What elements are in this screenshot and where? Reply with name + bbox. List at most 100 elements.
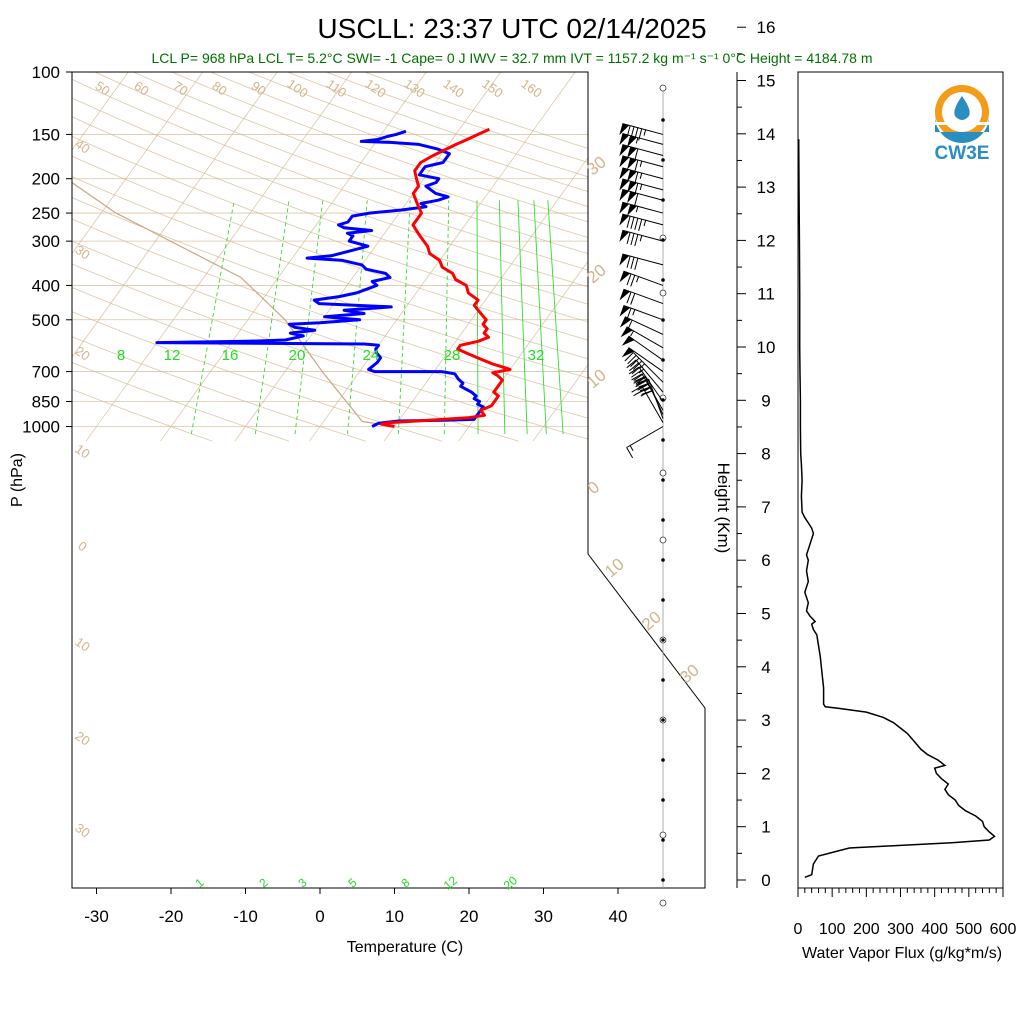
dry-adiabat-line xyxy=(135,72,705,442)
isotherm-label: 40 xyxy=(72,136,92,157)
height-tick-label: 5 xyxy=(761,605,770,624)
barb-level-dot xyxy=(661,558,665,562)
barb-level-dot xyxy=(661,638,665,642)
mixing-ratio-label: 16 xyxy=(222,347,239,364)
pressure-tick-label: 300 xyxy=(32,232,60,251)
wind-barb-pennant xyxy=(619,305,631,317)
wind-barb-half-flag xyxy=(636,276,640,283)
wind-barb-pennant xyxy=(627,169,637,182)
height-tick-label: 4 xyxy=(761,658,770,677)
dry-adiabat-label: 70 xyxy=(170,78,190,99)
temperature-tick-label: 10 xyxy=(385,907,404,926)
wind-barb-flag xyxy=(630,274,636,287)
barb-level-dot xyxy=(661,598,665,602)
height-tick-label: 9 xyxy=(761,391,770,410)
wind-barb-flag xyxy=(630,357,640,368)
pressure-axis-label: P (hPa) xyxy=(9,453,26,507)
barb-level-dot xyxy=(661,678,665,682)
pressure-tick-label: 200 xyxy=(32,170,60,189)
temperature-tick-label: -20 xyxy=(159,907,184,926)
mixing-ratio-label: 8 xyxy=(117,347,125,364)
mixing-ratio-line xyxy=(254,200,290,435)
mixing-ratio-line xyxy=(476,200,479,435)
wind-barb-flag xyxy=(634,159,639,172)
dry-adiabat-line xyxy=(72,72,290,442)
wind-barb-flag xyxy=(637,383,649,391)
wind-barb-flag xyxy=(633,373,644,381)
flux-tick-label: 100 xyxy=(819,921,846,938)
temperature-tick-label: -30 xyxy=(84,907,109,926)
height-tick-label: 15 xyxy=(757,72,776,91)
height-tick-label: 7 xyxy=(761,498,770,517)
isotherm-line xyxy=(72,72,141,442)
flux-frame xyxy=(797,71,1004,889)
wind-barb-staff xyxy=(626,426,664,448)
wind-barb-flag xyxy=(626,255,631,268)
barb-calm-marker xyxy=(659,831,667,839)
dry-adiabat-line xyxy=(72,72,705,442)
wind-barb-flag xyxy=(630,293,636,305)
drop-icon xyxy=(954,96,970,120)
height-tick-label: 3 xyxy=(761,711,770,730)
wind-barb-flag xyxy=(634,218,639,230)
wind-barb-pennant xyxy=(619,271,631,283)
mixing-ratio-label: 28 xyxy=(444,347,461,364)
dry-adiabat-line xyxy=(72,72,673,442)
dry-adiabat-label: 50 xyxy=(92,78,112,99)
wind-barb-half-flag xyxy=(630,330,634,337)
mixing-ratio-label: 12 xyxy=(441,873,460,893)
height-tick-label: 12 xyxy=(757,231,776,250)
isotherm-label: 30 xyxy=(72,820,92,841)
isotherm-label: 20 xyxy=(72,343,92,364)
flux-tick-label: 400 xyxy=(921,921,948,938)
pressure-tick-label: 100 xyxy=(32,63,60,82)
barb-level-dot xyxy=(661,278,665,282)
isotherm-label: 30 xyxy=(72,242,92,263)
barb-level-dot xyxy=(661,718,665,722)
height-tick-label: 8 xyxy=(761,445,770,464)
wind-barb-staff xyxy=(638,366,664,402)
dry-adiabat-line xyxy=(72,72,366,442)
isotherm-line xyxy=(160,72,439,442)
temperature-tick-label: 40 xyxy=(609,907,628,926)
wind-barb-flag xyxy=(638,128,643,141)
height-tick-label: 1 xyxy=(761,818,770,837)
pressure-tick-label: 1000 xyxy=(22,418,60,437)
wind-barb-flag xyxy=(626,215,631,228)
mixing-ratio-line xyxy=(547,200,564,435)
isotherm-line xyxy=(85,72,364,442)
wind-barb-pennant xyxy=(619,230,630,242)
height-tick-label: 11 xyxy=(757,285,775,304)
wind-barb-flag xyxy=(626,447,634,459)
wind-barb-half-flag xyxy=(643,220,647,227)
barb-calm-marker xyxy=(659,469,667,477)
mixing-ratio-line xyxy=(294,200,324,435)
wind-barb-flag xyxy=(633,376,645,384)
mixing-ratio-label: 32 xyxy=(528,347,545,364)
wind-barb-flag xyxy=(628,366,640,375)
stats-line: LCL P= 968 hPa LCL T= 5.2°C SWI= -1 Cape… xyxy=(151,50,872,66)
wind-barb-pennant xyxy=(627,157,637,170)
dry-adiabat-line xyxy=(72,72,705,442)
wind-barb-flag xyxy=(626,125,631,138)
wind-barb-half-flag xyxy=(640,363,645,369)
chart-title: USCLL: 23:37 UTC 02/14/2025 xyxy=(317,13,706,44)
wind-barb-half-flag xyxy=(635,206,639,213)
mixing-ratio-label: 24 xyxy=(363,347,380,364)
wind-barb-pennant xyxy=(621,347,635,358)
wind-barb-half-flag xyxy=(638,368,645,374)
pressure-tick-label: 150 xyxy=(32,125,60,144)
dry-adiabat-label: 110 xyxy=(324,76,350,100)
barb-level-dot xyxy=(661,798,665,802)
dry-adiabat-line xyxy=(72,72,705,442)
wind-barb-flag xyxy=(631,365,642,375)
cw3e-logo: CW3E xyxy=(935,85,989,164)
wind-barb-half-flag xyxy=(635,137,639,144)
temperature-tick-label: 30 xyxy=(534,907,553,926)
isotherm-label: 30 xyxy=(676,660,703,687)
height-tick-label: 2 xyxy=(761,764,770,783)
wind-barb-flag xyxy=(635,376,647,385)
wind-barb-half-flag xyxy=(643,129,647,136)
wind-barb-pennant xyxy=(620,326,633,338)
flux-axis-label: Water Vapor Flux (g/kg*m/s) xyxy=(802,945,1002,962)
